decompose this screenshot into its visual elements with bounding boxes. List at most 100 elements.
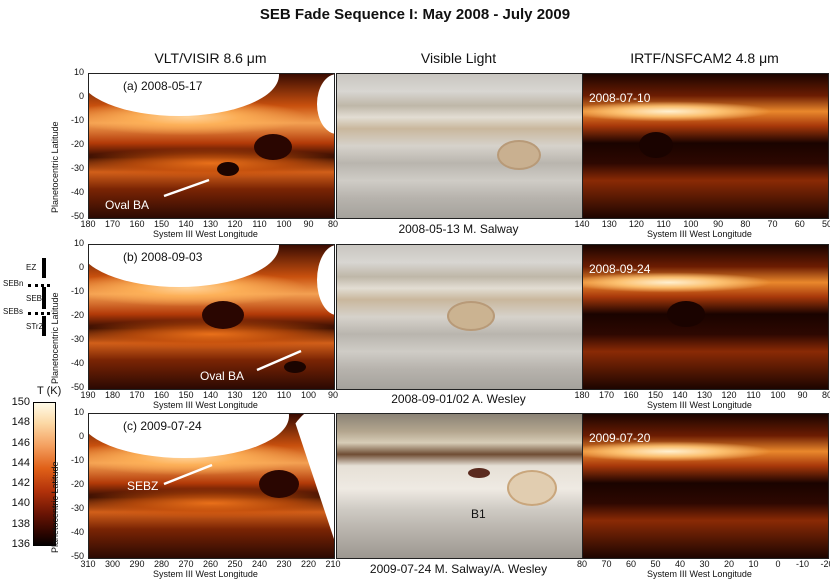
lon-tick-label: 180 xyxy=(80,219,96,229)
lon-tick-label: -10 xyxy=(795,559,809,569)
lon-tick-label: 80 xyxy=(576,559,587,569)
lon-tick-label: 50 xyxy=(650,559,661,569)
no-data-region xyxy=(317,74,334,134)
lat-tick-label: -40 xyxy=(70,187,84,197)
lat-tick-label: -20 xyxy=(70,310,84,320)
colorbar-tick-label: 140 xyxy=(11,497,30,510)
visible-panel-c: B1 xyxy=(336,413,583,559)
band-marker xyxy=(42,258,46,278)
lat-tick-label: -10 xyxy=(70,286,84,296)
band-marker xyxy=(42,287,46,309)
band-label: SEB xyxy=(26,294,43,303)
y-axis-title: Planetocentric Latitude xyxy=(50,461,60,553)
temperature-colorbar xyxy=(33,402,56,546)
lon-tick-label: 90 xyxy=(713,219,724,229)
lon-tick-label: 310 xyxy=(80,559,96,569)
lon-tick-label: 160 xyxy=(129,219,145,229)
lon-tick-label: 120 xyxy=(628,219,644,229)
lon-tick-label: 220 xyxy=(300,559,317,569)
annotation-pointer xyxy=(163,463,213,486)
lon-tick-label: 240 xyxy=(251,559,268,569)
colorbar-tick-label: 142 xyxy=(11,477,30,490)
lon-tick-label: 250 xyxy=(227,559,243,569)
lon-tick-label: 130 xyxy=(202,219,219,229)
no-data-region xyxy=(317,245,334,315)
y-axis-title: Planetocentric Latitude xyxy=(50,292,60,384)
band-label: SEBn xyxy=(3,279,24,288)
colorbar-tick-label: 146 xyxy=(11,436,30,449)
lat-tick-label: -10 xyxy=(70,455,84,465)
lon-tick-label: 20 xyxy=(723,559,734,569)
lon-tick-label: 60 xyxy=(794,219,805,229)
annotation-pointer xyxy=(256,349,302,372)
lon-tick-label: 300 xyxy=(104,559,121,569)
lon-tick-label: 170 xyxy=(129,390,145,400)
lat-tick-label: 10 xyxy=(73,407,84,417)
lat-tick-label: -10 xyxy=(70,115,84,125)
panel-label: 2009-07-20 xyxy=(589,431,651,445)
colorbar-label: T (K) xyxy=(37,385,62,397)
lon-tick-label: 100 xyxy=(300,390,317,400)
lon-tick-label: 170 xyxy=(598,390,615,400)
lat-tick-label: 0 xyxy=(78,431,84,441)
great-red-spot xyxy=(507,470,557,506)
band-label: EZ xyxy=(26,263,37,272)
lon-tick-label: 180 xyxy=(574,390,590,400)
annotation-pointer xyxy=(163,178,210,198)
lon-tick-label: 90 xyxy=(303,219,314,229)
barge-b1 xyxy=(468,468,490,478)
lon-tick-label: 130 xyxy=(601,219,617,229)
band-divider xyxy=(28,284,50,287)
colorbar-tick-label: 150 xyxy=(11,396,30,408)
lon-tick-label: 80 xyxy=(821,390,830,400)
lon-tick-label: 70 xyxy=(601,559,612,569)
visible-panel-b xyxy=(336,244,583,390)
lon-tick-label: 210 xyxy=(325,559,341,569)
great-red-spot xyxy=(667,301,705,327)
lon-tick-label: 0 xyxy=(775,559,781,569)
lat-tick-label: 0 xyxy=(78,262,84,272)
irtf-panel-c: 2009-07-20 xyxy=(582,413,829,559)
visir-panel-c: (c) 2009-07-24 SEBZ xyxy=(88,413,335,559)
column-header-irtf: IRTF/NSFCAM2 4.8 μm xyxy=(630,50,779,66)
panel-label: (a) 2008-05-17 xyxy=(123,79,203,93)
x-axis-title: System III West Longitude xyxy=(153,569,258,579)
lat-tick-label: -30 xyxy=(70,334,84,344)
lon-tick-label: 110 xyxy=(252,219,267,229)
lon-tick-label: 10 xyxy=(748,559,759,569)
annotation-label: SEBZ xyxy=(127,479,159,493)
great-red-spot xyxy=(259,470,299,498)
panel-label: (c) 2009-07-24 xyxy=(123,419,202,433)
lat-tick-label: -40 xyxy=(70,527,84,537)
column-header-visir: VLT/VISIR 8.6 μm xyxy=(154,50,267,66)
visir-panel-b: (b) 2008-09-03 Oval BA xyxy=(88,244,335,390)
x-axis-title: System III West Longitude xyxy=(153,229,258,239)
lat-tick-label: -20 xyxy=(70,139,84,149)
lat-tick-label: -20 xyxy=(70,479,84,489)
lon-tick-label: 160 xyxy=(153,390,170,400)
lon-tick-label: 70 xyxy=(767,219,778,229)
lon-tick-label: 160 xyxy=(623,390,639,400)
lon-tick-label: 110 xyxy=(746,390,761,400)
lon-tick-label: 90 xyxy=(327,390,338,400)
lon-tick-label: 230 xyxy=(276,559,292,569)
oval-ba xyxy=(217,162,239,176)
lon-tick-label: 190 xyxy=(80,390,96,400)
image-credit: 2008-09-01/02 A. Wesley xyxy=(391,392,526,406)
lat-tick-label: -50 xyxy=(70,551,84,561)
lon-tick-label: 140 xyxy=(178,219,194,229)
lon-tick-label: 50 xyxy=(821,219,830,229)
lat-tick-label: -30 xyxy=(70,163,84,173)
x-axis-title: System III West Longitude xyxy=(153,400,258,410)
lon-tick-label: 140 xyxy=(672,390,688,400)
colorbar-tick-label: 138 xyxy=(11,517,30,530)
great-red-spot xyxy=(639,132,673,158)
x-axis-title: System III West Longitude xyxy=(647,229,752,239)
image-credit: 2008-05-13 M. Salway xyxy=(398,222,519,236)
lon-tick-label: 260 xyxy=(202,559,219,569)
lon-tick-label: 120 xyxy=(251,390,268,400)
lon-tick-label: 130 xyxy=(696,390,713,400)
lon-tick-label: 150 xyxy=(647,390,664,400)
figure-title: SEB Fade Sequence I: May 2008 - July 200… xyxy=(259,6,571,23)
y-axis-title: Planetocentric Latitude xyxy=(50,121,60,213)
